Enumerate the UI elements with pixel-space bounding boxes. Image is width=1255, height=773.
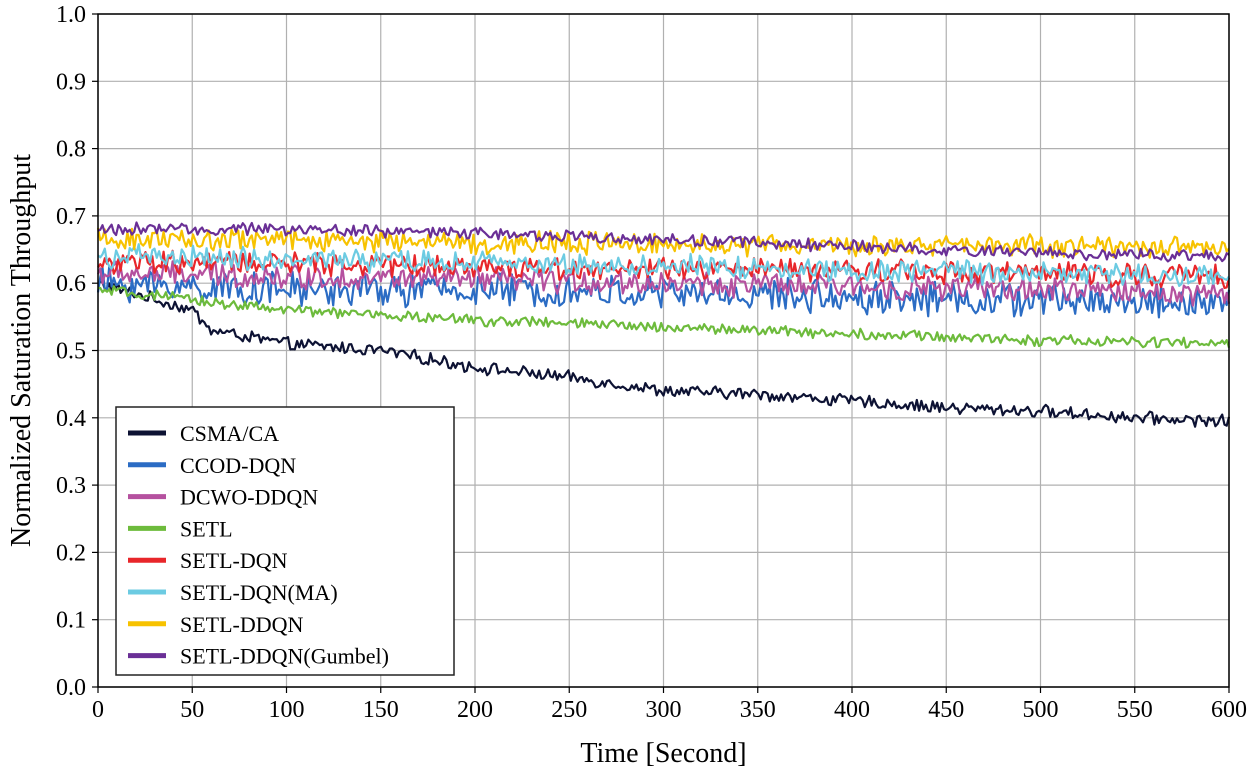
series-line-setl-dqn-ma- — [97, 243, 1230, 287]
y-tick-label: 0.3 — [56, 473, 86, 499]
series-line-dcwo-ddqn — [96, 260, 1231, 307]
legend-label: SETL — [180, 516, 233, 541]
y-tick-label: 0.0 — [56, 675, 86, 701]
x-tick-label: 150 — [363, 697, 399, 723]
x-tick-label: 450 — [928, 697, 964, 723]
legend-label: DCWO-DDQN — [180, 485, 318, 510]
x-tick-label: 350 — [740, 697, 776, 723]
series-layer — [96, 221, 1231, 428]
series-line-setl — [97, 285, 1231, 349]
legend-label: SETL-DQN(MA) — [180, 580, 338, 605]
x-tick-label: 100 — [269, 697, 305, 723]
x-tick-label: 300 — [646, 697, 682, 723]
x-tick-label: 550 — [1117, 697, 1153, 723]
legend-label: CCOD-DQN — [180, 453, 296, 478]
x-tick-label: 200 — [457, 697, 493, 723]
x-tick-label: 50 — [180, 697, 204, 723]
series-line-setl-ddqn-gumbel- — [97, 221, 1230, 263]
y-tick-label: 0.2 — [56, 540, 86, 566]
x-tick-label: 500 — [1023, 697, 1059, 723]
series-line-csma-ca — [97, 280, 1231, 428]
legend-label: CSMA/CA — [180, 421, 279, 446]
x-axis-label: Time [Second] — [580, 738, 746, 769]
legend: CSMA/CA CCOD-DQN DCWO-DDQN SETL SETL-DQN SETL… — [115, 406, 455, 676]
series-line-setl-dqn — [97, 249, 1231, 289]
legend-box — [115, 406, 455, 676]
series-line-setl-ddqn — [96, 227, 1230, 259]
y-tick-label: 0.8 — [56, 137, 86, 163]
legend-label: SETL-DQN — [180, 548, 288, 573]
y-tick-label: 0.6 — [56, 271, 86, 297]
x-tick-label: 600 — [1211, 697, 1247, 723]
y-tick-label: 0.5 — [56, 339, 86, 365]
y-tick-label: 0.1 — [56, 608, 86, 634]
y-axis-label: Normalized Saturation Throughput — [6, 154, 37, 547]
x-tick-label: 0 — [92, 697, 104, 723]
y-tick-label: 1.0 — [56, 2, 86, 28]
legend-label: SETL-DDQN — [180, 612, 304, 637]
ticks: 0 50 100 150 200 250 300 350 400 450 500 550 600 0.0 0… — [56, 2, 1247, 723]
legend-label: SETL-DDQN(Gumbel) — [180, 644, 389, 669]
x-tick-label: 400 — [834, 697, 870, 723]
x-tick-label: 250 — [551, 697, 587, 723]
y-tick-label: 0.9 — [56, 69, 86, 95]
y-tick-label: 0.7 — [56, 204, 86, 230]
y-tick-label: 0.4 — [56, 406, 86, 432]
